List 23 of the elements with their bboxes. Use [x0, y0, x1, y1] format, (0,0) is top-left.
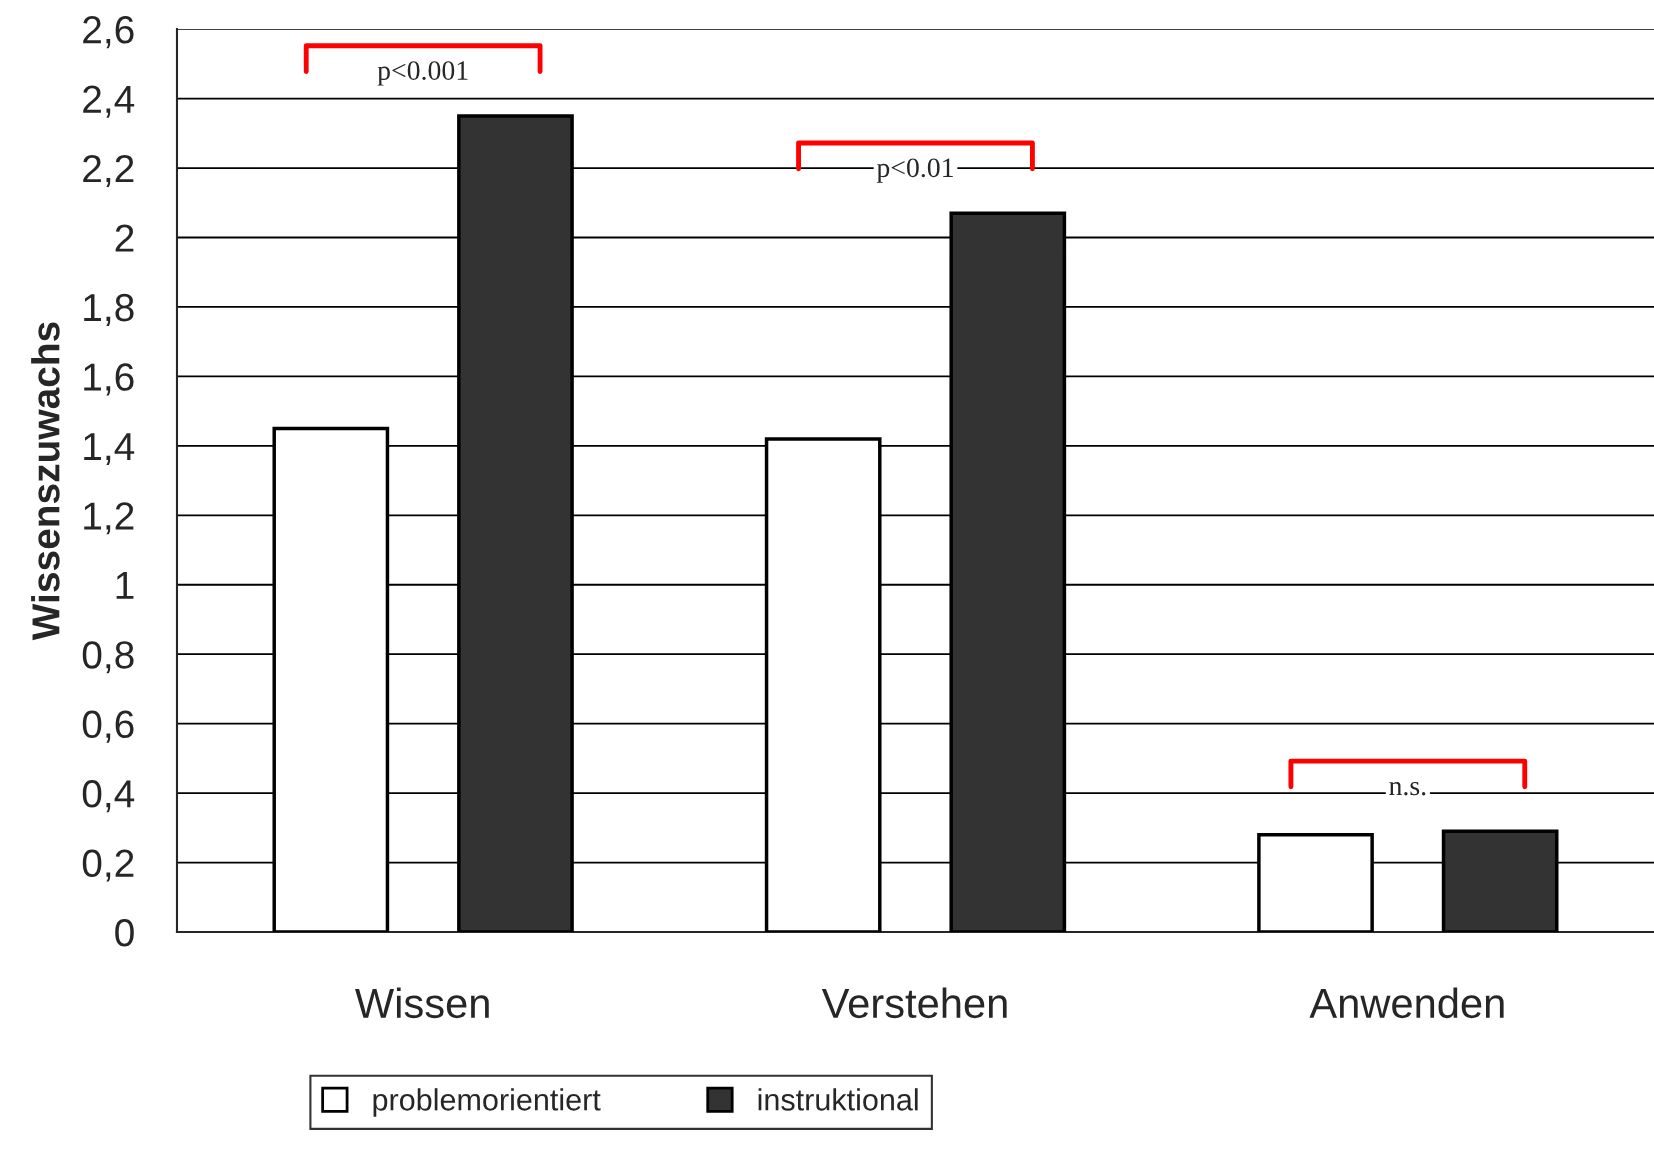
y-tick-label: 0: [115, 918, 134, 947]
y-tick-label: 2,2: [83, 154, 134, 188]
x-tick-label: Anwenden: [1309, 987, 1504, 1019]
legend-label: instruktional: [758, 1088, 918, 1111]
x-tick-label: Wissen: [355, 987, 489, 1019]
annotation: p<0.01: [876, 158, 953, 183]
x-tick-label: Verstehen: [821, 987, 1007, 1019]
y-tick-label: 0,6: [82, 710, 134, 743]
annotation: p<0.001: [377, 61, 468, 86]
y-tick-label: 2: [115, 224, 134, 252]
y-tick-label: 0,2: [82, 849, 134, 882]
y-tick-label: 0,8: [82, 641, 134, 674]
y-tick-label: 1,8: [84, 293, 134, 326]
y-tick-label: 1: [116, 572, 134, 599]
y-tick-label: 1,2: [84, 502, 134, 535]
y-axis-title: Wissenszuwachs: [31, 322, 60, 641]
y-tick-label: 2,6: [83, 16, 134, 49]
y-tick-label: 1,6: [84, 363, 134, 396]
legend-label: problemorientiert: [373, 1088, 601, 1117]
y-tick-label: 0,4: [82, 780, 135, 813]
y-tick-label: 1,4: [84, 433, 135, 465]
annotation: n.s.: [1389, 781, 1426, 796]
y-tick-label: 2,4: [83, 85, 135, 118]
